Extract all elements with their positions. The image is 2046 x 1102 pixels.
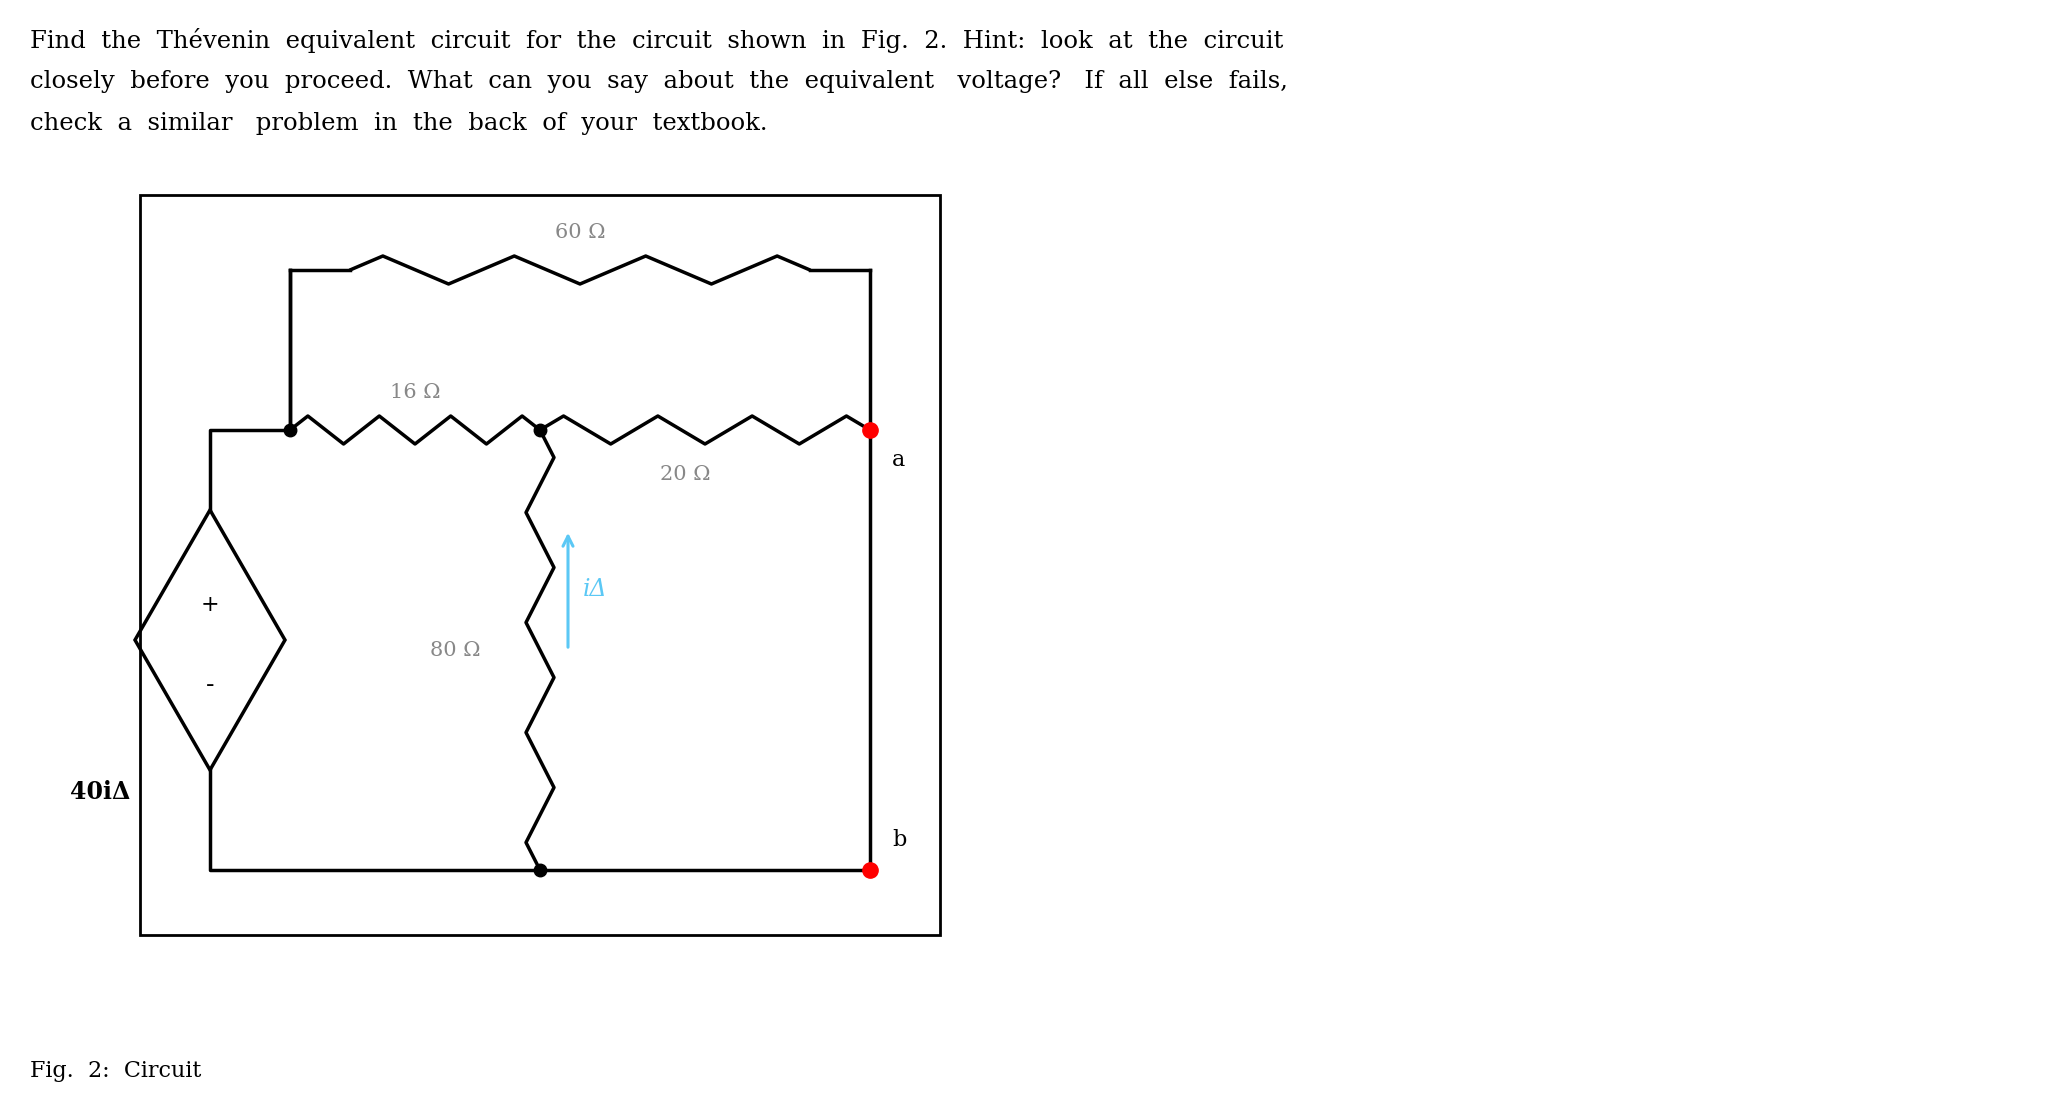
Text: Find  the  Thévenin  equivalent  circuit  for  the  circuit  shown  in  Fig.  2.: Find the Thévenin equivalent circuit for… [31,28,1283,53]
Text: a: a [892,449,904,471]
Text: 80 Ω: 80 Ω [430,640,481,659]
Text: Fig.  2:  Circuit: Fig. 2: Circuit [31,1060,201,1082]
Text: 40iΔ: 40iΔ [70,780,131,804]
Text: -: - [207,673,215,696]
Text: b: b [892,829,906,851]
Text: 60 Ω: 60 Ω [554,223,606,242]
Text: closely  before  you  proceed.  What  can  you  say  about  the  equivalent   vo: closely before you proceed. What can you… [31,71,1287,93]
Text: +: + [201,594,219,616]
Bar [139,195,939,934]
Text: 20 Ω: 20 Ω [659,465,710,484]
Text: iΔ: iΔ [583,579,608,602]
Text: check  a  similar   problem  in  the  back  of  your  textbook.: check a similar problem in the back of y… [31,112,767,136]
Text: 16 Ω: 16 Ω [389,383,440,402]
